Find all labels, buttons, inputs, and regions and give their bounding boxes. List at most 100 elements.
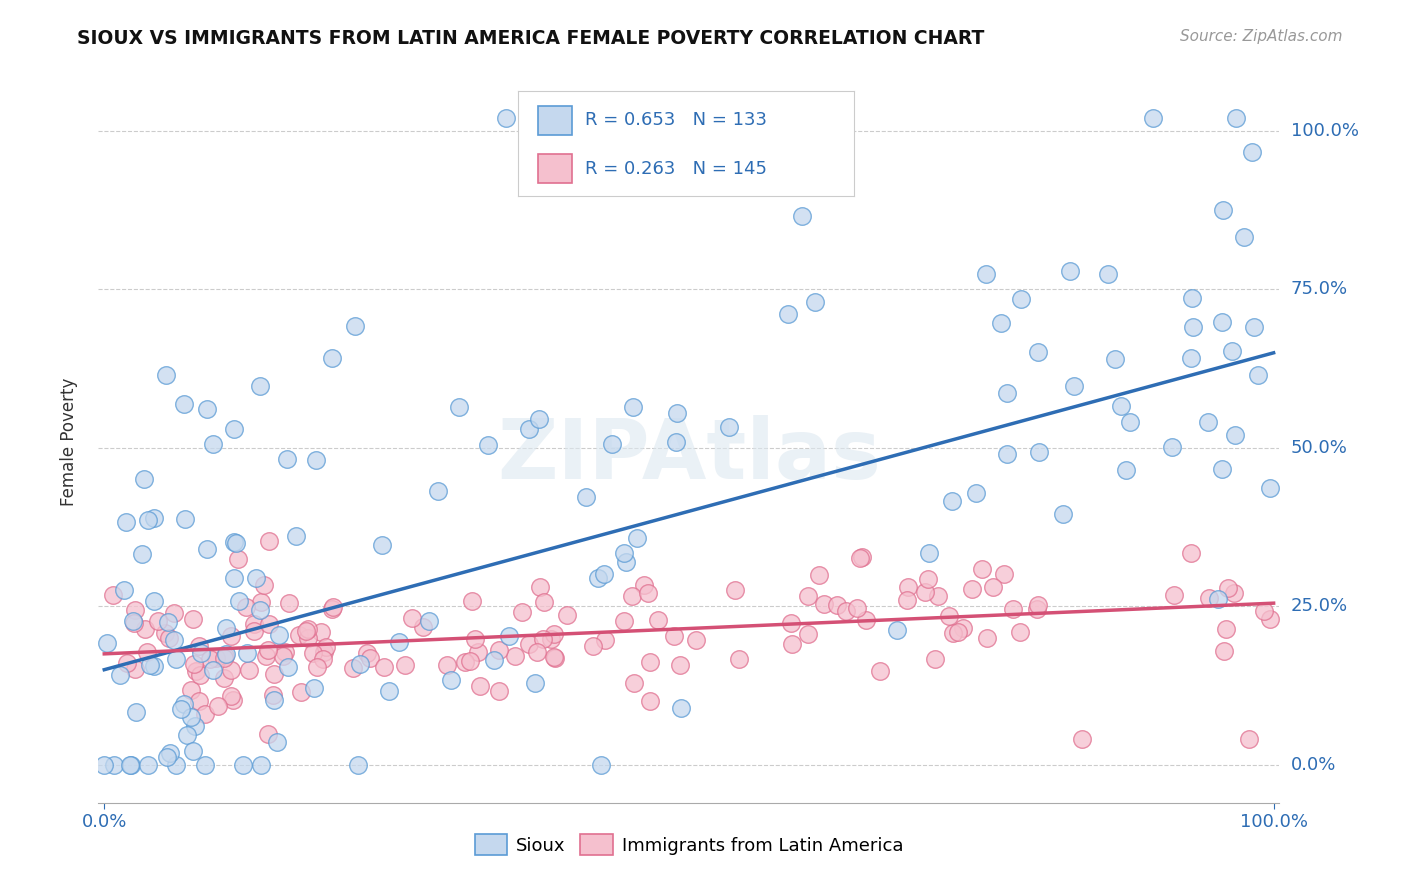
Point [174, 511, 197, 525]
Point [1115, 462, 1137, 476]
Point [254, 648, 277, 663]
Point [96, 636, 118, 650]
Point [342, 661, 364, 675]
Point [250, 757, 273, 772]
Point [592, 566, 614, 581]
Point [1211, 462, 1233, 476]
Point [586, 571, 609, 585]
Point [638, 656, 661, 670]
Point [990, 317, 1012, 331]
Point [1161, 440, 1184, 454]
Point [412, 620, 434, 634]
Point [176, 728, 198, 742]
Point [1215, 622, 1237, 636]
Point [540, 632, 562, 646]
Point [582, 639, 605, 653]
Point [482, 652, 505, 666]
Point [181, 744, 204, 758]
Point [186, 664, 208, 678]
Point [359, 651, 381, 665]
Point [180, 710, 202, 724]
Point [488, 684, 510, 698]
Point [159, 746, 181, 760]
Point [1026, 598, 1049, 612]
Point [312, 645, 335, 659]
Point [219, 629, 242, 643]
Point [510, 605, 533, 619]
Point [813, 597, 835, 611]
Point [440, 673, 463, 687]
Point [214, 671, 236, 685]
Point [93, 757, 115, 772]
Point [232, 757, 254, 772]
Point [1109, 399, 1132, 413]
Point [1247, 368, 1270, 383]
Point [914, 584, 936, 599]
Point [221, 693, 243, 707]
Point [122, 615, 145, 629]
Point [146, 614, 169, 628]
Text: 75.0%: 75.0% [1291, 280, 1348, 299]
Point [117, 657, 139, 671]
Point [297, 631, 319, 645]
Point [349, 657, 371, 671]
Point [896, 593, 918, 607]
Point [263, 667, 285, 681]
Point [855, 613, 877, 627]
Point [637, 586, 659, 600]
Point [825, 598, 848, 612]
Point [242, 616, 264, 631]
Point [1026, 344, 1049, 359]
Point [188, 694, 211, 708]
Point [1253, 604, 1275, 618]
Point [267, 628, 290, 642]
Point [163, 633, 186, 648]
Point [754, 147, 776, 161]
Point [495, 112, 517, 126]
Point [155, 368, 177, 383]
Text: SIOUX VS IMMIGRANTS FROM LATIN AMERICA FEMALE POVERTY CORRELATION CHART: SIOUX VS IMMIGRANTS FROM LATIN AMERICA F… [77, 29, 984, 47]
Point [274, 645, 297, 659]
Point [621, 400, 644, 414]
Point [685, 633, 707, 648]
Point [249, 603, 271, 617]
Point [388, 635, 411, 649]
Point [224, 571, 246, 585]
Point [195, 402, 218, 417]
Point [311, 625, 333, 640]
Point [1010, 292, 1032, 306]
Point [488, 643, 510, 657]
Point [131, 547, 153, 561]
Point [917, 572, 939, 586]
Point [780, 615, 803, 630]
Point [1163, 588, 1185, 602]
Point [266, 735, 288, 749]
Point [143, 594, 166, 608]
Point [1180, 351, 1202, 365]
Point [125, 705, 148, 719]
Point [371, 538, 394, 552]
Point [120, 757, 142, 772]
Point [623, 676, 645, 690]
Point [427, 483, 450, 498]
Point [249, 379, 271, 393]
Point [110, 668, 132, 682]
Point [201, 663, 224, 677]
Point [163, 606, 186, 620]
Point [1052, 507, 1074, 521]
Point [1241, 145, 1264, 159]
Point [207, 698, 229, 713]
Point [302, 681, 325, 696]
Point [460, 654, 482, 668]
Point [103, 757, 125, 772]
Point [640, 694, 662, 708]
Point [157, 632, 180, 646]
Point [170, 702, 193, 716]
Point [138, 513, 160, 527]
Point [927, 589, 949, 603]
Text: ZIPAtlas: ZIPAtlas [496, 416, 882, 497]
Point [120, 757, 142, 772]
Point [271, 648, 294, 663]
Point [1070, 732, 1092, 747]
Point [1258, 612, 1281, 626]
